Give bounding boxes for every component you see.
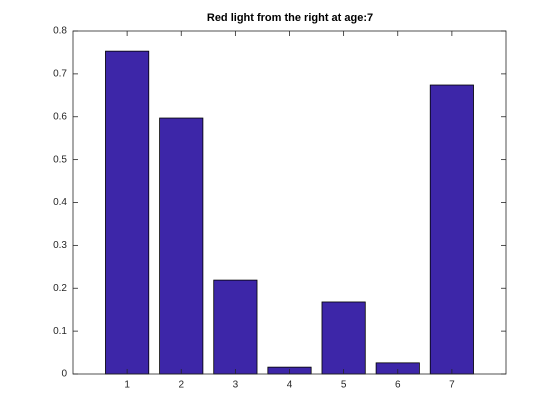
x-tick-label: 6 — [395, 380, 401, 391]
bar — [213, 279, 258, 375]
x-tick-label: 4 — [287, 380, 293, 391]
bar — [105, 50, 150, 375]
y-tick-label: 0.8 — [53, 26, 67, 37]
y-tick-label: 0.4 — [53, 197, 67, 208]
bar — [429, 84, 474, 375]
y-tick-label: 0 — [61, 369, 67, 380]
y-tick-label: 0.3 — [53, 240, 67, 251]
x-tick-label: 7 — [449, 380, 455, 391]
x-tick-label: 2 — [178, 380, 184, 391]
y-tick-label: 0.7 — [53, 69, 67, 80]
x-tick-label: 3 — [233, 380, 239, 391]
bar — [159, 117, 204, 375]
y-tick-label: 0.5 — [53, 154, 67, 165]
y-tick-label: 0.2 — [53, 283, 67, 294]
y-tick-label: 0.1 — [53, 326, 67, 337]
bar — [321, 301, 366, 375]
x-tick-label: 1 — [124, 380, 130, 391]
x-tick-label: 5 — [341, 380, 347, 391]
y-tick-label: 0.6 — [53, 111, 67, 122]
chart-title: Red light from the right at age:7 — [207, 12, 373, 24]
